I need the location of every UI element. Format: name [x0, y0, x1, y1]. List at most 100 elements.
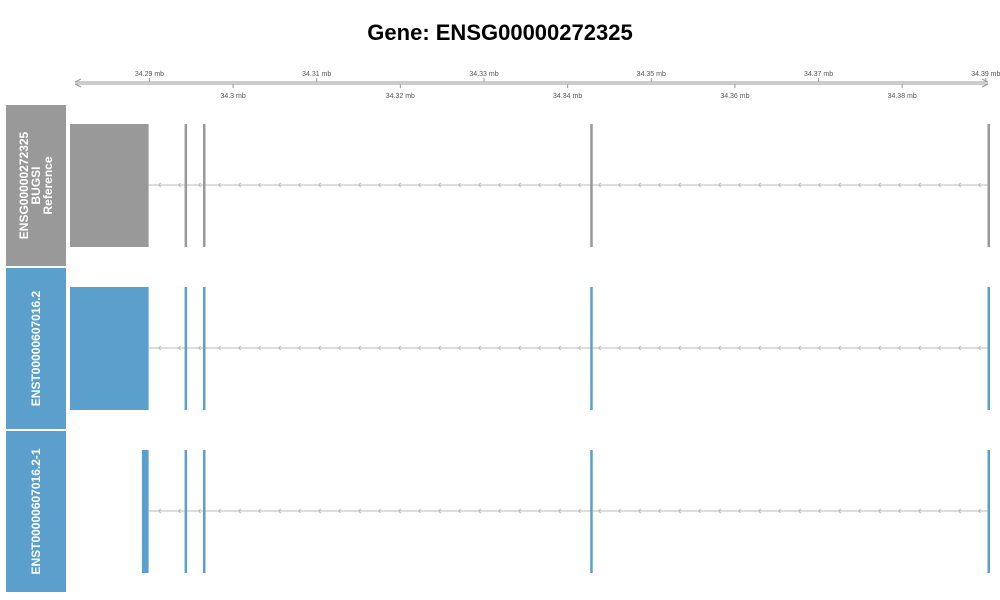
exon — [202, 287, 206, 410]
strand-arrow — [897, 182, 901, 188]
axis-tick-label: 34.31 mb — [302, 71, 331, 78]
exon — [70, 124, 149, 247]
strand-arrow — [237, 182, 241, 188]
strand-arrow — [477, 182, 481, 188]
strand-arrow — [837, 182, 841, 188]
strand-arrow — [977, 182, 981, 188]
strand-arrow — [577, 345, 581, 351]
strand-arrow — [897, 345, 901, 351]
strand-arrow — [497, 508, 501, 514]
strand-arrow — [957, 345, 961, 351]
axis-tick-label: 34.36 mb — [720, 93, 749, 100]
axis-tick-label: 34.33 mb — [469, 71, 498, 78]
strand-arrow — [617, 345, 621, 351]
track-label: ENSG00000272325BUGSIReference — [17, 131, 55, 239]
strand-arrow — [937, 508, 941, 514]
strand-arrow — [697, 508, 701, 514]
strand-arrow — [617, 508, 621, 514]
strand-arrow — [557, 508, 561, 514]
strand-arrow — [917, 182, 921, 188]
strand-arrow — [417, 345, 421, 351]
strand-arrow — [717, 508, 721, 514]
track-ENST00000607016.2: ENST00000607016.2 — [6, 268, 990, 429]
strand-arrow — [957, 508, 961, 514]
strand-arrow — [397, 182, 401, 188]
strand-arrow — [457, 182, 461, 188]
strand-arrow — [437, 182, 441, 188]
strand-arrow — [657, 182, 661, 188]
strand-arrow — [517, 345, 521, 351]
strand-arrow — [757, 508, 761, 514]
strand-arrow — [397, 345, 401, 351]
strand-arrow — [177, 508, 181, 514]
strand-arrow — [337, 508, 341, 514]
strand-arrow — [737, 345, 741, 351]
axis-tick-label: 34.29 mb — [135, 71, 164, 78]
strand-arrow — [897, 508, 901, 514]
strand-arrow — [557, 182, 561, 188]
exon — [987, 287, 990, 410]
strand-arrow — [417, 508, 421, 514]
exon — [987, 450, 990, 573]
strand-arrow — [257, 345, 261, 351]
strand-arrow — [317, 508, 321, 514]
strand-arrow — [537, 508, 541, 514]
strand-arrow — [697, 345, 701, 351]
exon — [202, 450, 206, 573]
strand-arrow — [417, 182, 421, 188]
strand-arrow — [717, 345, 721, 351]
strand-arrow — [217, 508, 221, 514]
strand-arrow — [177, 345, 181, 351]
strand-arrow — [637, 182, 641, 188]
strand-arrow — [877, 508, 881, 514]
strand-arrow — [277, 345, 281, 351]
strand-arrow — [237, 345, 241, 351]
strand-arrow — [597, 345, 601, 351]
strand-arrow — [257, 508, 261, 514]
track-reference: ENSG00000272325BUGSIReference — [6, 105, 990, 266]
strand-arrow — [437, 508, 441, 514]
strand-arrow — [637, 345, 641, 351]
strand-arrow — [917, 345, 921, 351]
strand-arrow — [817, 345, 821, 351]
track-panel: ENSG00000272325BUGSIReference ENST0000060… — [6, 105, 990, 592]
strand-arrow — [677, 508, 681, 514]
strand-arrow — [477, 345, 481, 351]
strand-arrow — [677, 182, 681, 188]
strand-arrow — [717, 182, 721, 188]
strand-arrow — [217, 345, 221, 351]
strand-arrow — [677, 345, 681, 351]
strand-arrow — [377, 182, 381, 188]
exon — [184, 124, 188, 247]
strand-arrow — [857, 508, 861, 514]
strand-arrow — [757, 182, 761, 188]
strand-arrow — [157, 345, 161, 351]
strand-arrow — [797, 182, 801, 188]
strand-arrow — [217, 182, 221, 188]
strand-arrow — [337, 345, 341, 351]
strand-arrow — [357, 345, 361, 351]
strand-arrow — [177, 182, 181, 188]
strand-arrow — [777, 345, 781, 351]
strand-arrow — [237, 508, 241, 514]
strand-arrow — [257, 182, 261, 188]
strand-arrow — [837, 508, 841, 514]
strand-arrow — [697, 182, 701, 188]
strand-arrow — [617, 182, 621, 188]
track-label-line: ENST00000607016.2 — [29, 290, 43, 406]
track-label-line: ENST00000607016.2-1 — [29, 448, 43, 574]
track-ENST00000607016.2-1: ENST00000607016.2-1 — [6, 431, 990, 592]
strand-arrow — [377, 508, 381, 514]
exon — [141, 450, 149, 573]
track-label-panel — [6, 431, 66, 592]
strand-arrow — [397, 508, 401, 514]
strand-arrow — [497, 182, 501, 188]
strand-arrow — [157, 508, 161, 514]
strand-arrow — [857, 182, 861, 188]
exon — [202, 124, 206, 247]
strand-arrow — [297, 508, 301, 514]
axis-arrow — [981, 78, 989, 88]
strand-arrow — [377, 345, 381, 351]
axis-tick-label: 34.32 mb — [386, 93, 415, 100]
